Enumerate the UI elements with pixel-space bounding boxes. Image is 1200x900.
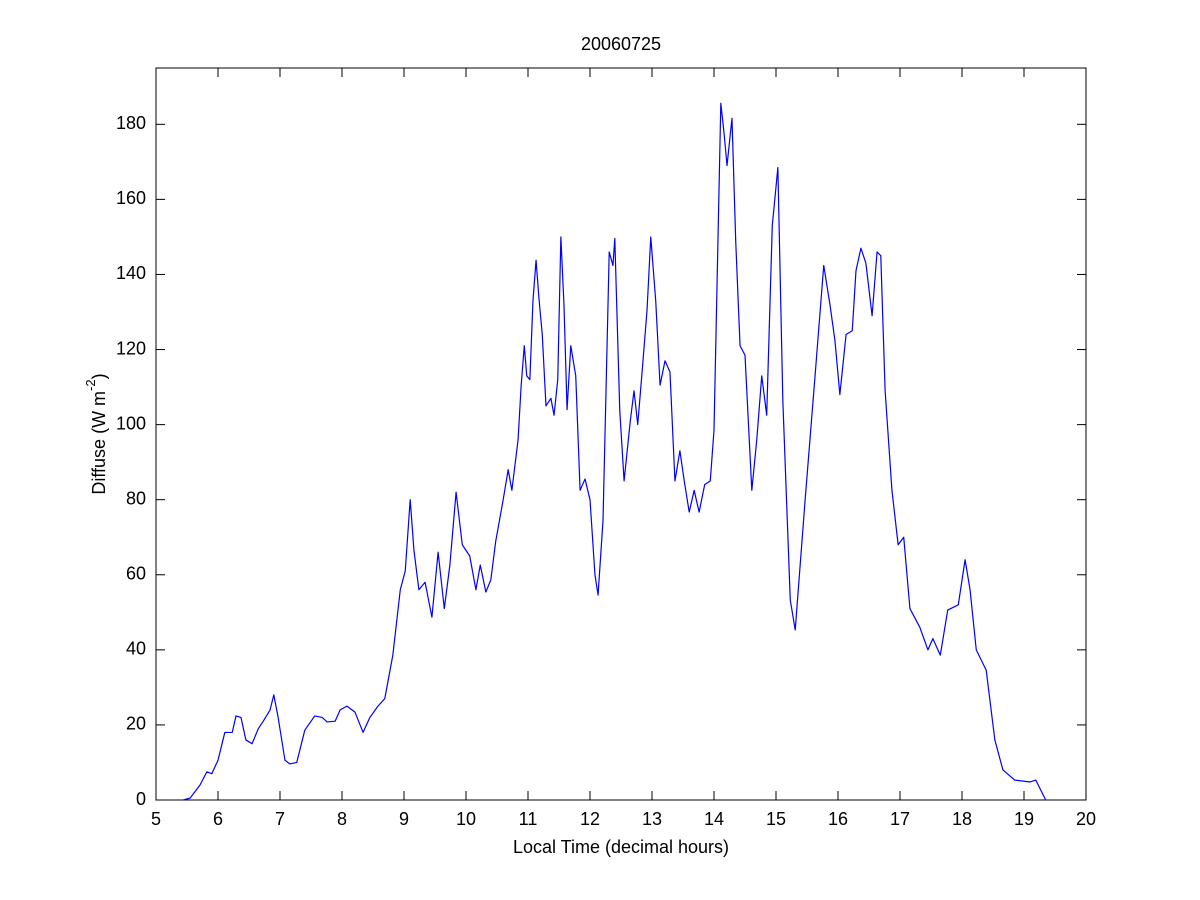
y-tick-label: 20 (126, 714, 146, 734)
data-line (183, 102, 1047, 801)
y-axis-label-superscript: -2 (83, 379, 98, 391)
y-tick-label: 160 (116, 188, 146, 208)
x-tick-label: 17 (890, 809, 910, 829)
x-tick-label: 5 (151, 809, 161, 829)
x-tick-label: 9 (399, 809, 409, 829)
y-axis-label: Diffuse (W m-2) (83, 373, 108, 494)
x-tick-label: 18 (952, 809, 972, 829)
x-axis-label: Local Time (decimal hours) (513, 837, 729, 857)
y-axis-label-text: Diffuse (W m (89, 391, 109, 495)
x-tick-label: 12 (580, 809, 600, 829)
y-tick-label: 120 (116, 338, 146, 358)
x-tick-label: 19 (1014, 809, 1034, 829)
y-tick-label: 60 (126, 564, 146, 584)
x-tick-label: 10 (456, 809, 476, 829)
x-tick-label: 11 (519, 809, 538, 829)
x-tick-label: 16 (828, 809, 848, 829)
x-tick-label: 8 (337, 809, 347, 829)
y-tick-label: 40 (126, 639, 146, 659)
y-tick-label: 180 (116, 113, 146, 133)
plot-frame (155, 67, 1087, 801)
x-tick-label: 14 (704, 809, 724, 829)
y-axis-label-close: ) (89, 373, 109, 379)
chart-title: 20060725 (581, 34, 661, 54)
x-tick-label: 15 (766, 809, 786, 829)
y-tick-label: 100 (116, 413, 146, 433)
x-tick-label: 6 (213, 809, 223, 829)
x-tick-label: 7 (275, 809, 285, 829)
x-tick-label: 13 (642, 809, 662, 829)
y-tick-label: 80 (126, 488, 146, 508)
x-tick-label: 20 (1076, 809, 1096, 829)
y-tick-label: 0 (136, 789, 146, 809)
y-tick-label: 140 (116, 263, 146, 283)
